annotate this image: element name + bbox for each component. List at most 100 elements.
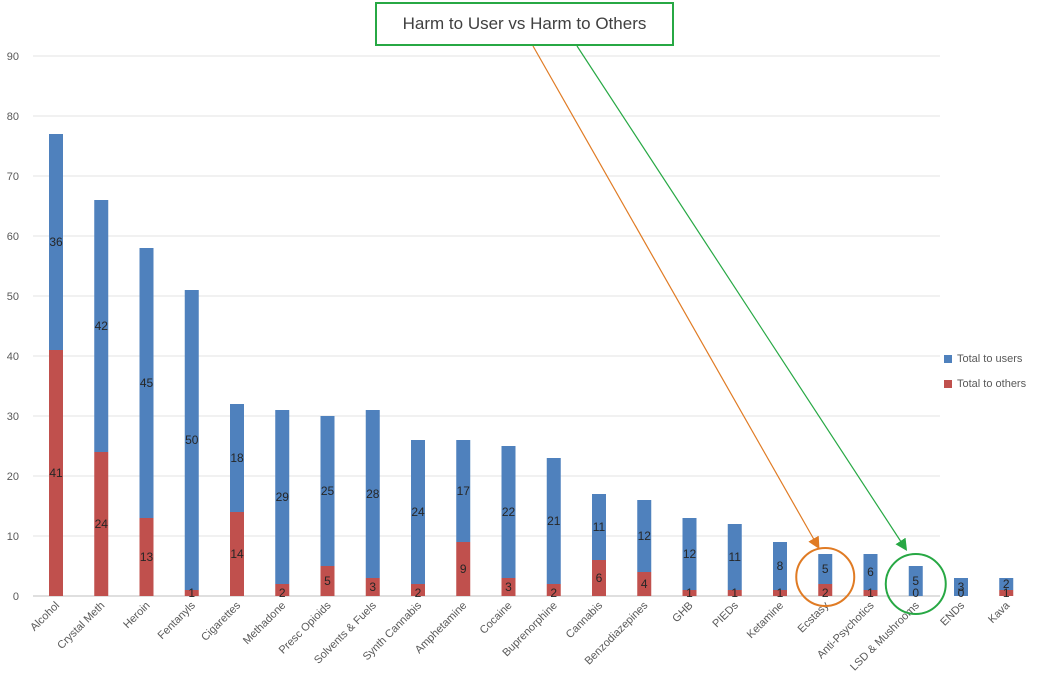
data-label-users: 3 <box>958 580 965 594</box>
data-label-users: 12 <box>683 547 697 561</box>
x-tick-label: ENDs <box>938 599 967 628</box>
data-label-users: 17 <box>457 484 471 498</box>
data-label-others: 13 <box>140 550 154 564</box>
bar-others <box>230 512 244 596</box>
y-tick-label: 20 <box>7 471 19 483</box>
data-label-others: 1 <box>686 586 693 600</box>
bar-others <box>320 566 335 596</box>
bar-others <box>682 590 697 596</box>
bar-others <box>546 584 561 596</box>
data-label-users: 11 <box>593 520 606 534</box>
data-label-others: 2 <box>415 586 422 600</box>
x-tick-label: GHB <box>670 600 695 625</box>
bar-others <box>365 578 380 596</box>
data-label-users: 21 <box>547 514 561 528</box>
annotation-arrow-green <box>576 45 908 552</box>
bar-users <box>275 410 290 584</box>
bar-users <box>592 494 606 560</box>
x-tick-label: Cannabis <box>564 599 606 641</box>
data-label-others: 1 <box>1003 586 1010 600</box>
data-label-users: 28 <box>366 487 380 501</box>
data-label-others: 1 <box>731 586 738 600</box>
data-label-others: 3 <box>505 580 512 594</box>
legend-label-users: Total to users <box>957 352 1023 365</box>
y-tick-label: 70 <box>7 171 19 183</box>
annotation-circle-green <box>884 553 947 615</box>
y-tick-label: 50 <box>7 291 19 303</box>
data-label-users: 24 <box>411 505 425 519</box>
data-label-users: 6 <box>867 565 874 579</box>
data-label-users: 25 <box>321 484 335 498</box>
bar-others <box>49 350 63 596</box>
bar-users <box>727 524 742 590</box>
y-tick-label: 90 <box>7 51 19 63</box>
bar-users <box>818 554 833 584</box>
data-label-users: 42 <box>95 319 109 333</box>
bar-users <box>320 416 335 566</box>
chart-title: Harm to User vs Harm to Others <box>375 2 674 46</box>
x-tick-label: Fentanyls <box>156 599 199 642</box>
legend-label-others: Total to others <box>957 377 1027 390</box>
data-label-others: 14 <box>230 547 244 561</box>
x-tick-label: Alcohol <box>28 600 62 634</box>
bar-users <box>908 566 923 596</box>
data-label-others: 0 <box>912 586 919 600</box>
bar-others <box>999 590 1014 596</box>
legend-item-others: Total to others <box>944 371 1026 396</box>
data-label-users: 5 <box>822 562 829 576</box>
data-label-others: 24 <box>95 517 109 531</box>
legend: Total to users Total to others <box>944 346 1026 396</box>
bar-users <box>863 554 878 590</box>
data-label-others: 2 <box>822 586 829 600</box>
bar-others <box>818 584 833 596</box>
data-label-others: 2 <box>279 586 286 600</box>
bar-users <box>365 410 380 578</box>
x-tick-label: Crystal Meth <box>55 600 107 652</box>
data-label-users: 8 <box>777 559 784 573</box>
legend-swatch-users <box>944 354 952 363</box>
x-tick-label: PIEDs <box>710 599 741 630</box>
y-tick-label: 80 <box>7 111 19 123</box>
bar-users <box>999 578 1014 590</box>
bar-others <box>456 542 471 596</box>
bar-users <box>954 578 968 596</box>
bar-others <box>139 518 154 596</box>
x-tick-label: Ecstasy <box>796 599 832 635</box>
data-label-users: 22 <box>502 505 516 519</box>
data-label-users: 11 <box>729 550 742 564</box>
annotation-arrow-orange <box>532 45 820 550</box>
bar-users <box>773 542 787 590</box>
data-label-users: 18 <box>230 451 244 465</box>
bar-others <box>727 590 742 596</box>
bar-others <box>637 572 652 596</box>
bar-others <box>592 560 606 596</box>
legend-swatch-others <box>944 379 952 388</box>
y-tick-label: 40 <box>7 351 19 363</box>
data-label-users: 12 <box>638 529 652 543</box>
data-label-others: 4 <box>641 577 648 591</box>
bar-users <box>682 518 697 590</box>
data-label-others: 0 <box>958 586 965 600</box>
y-tick-label: 0 <box>13 591 19 603</box>
legend-item-users: Total to users <box>944 346 1026 371</box>
data-label-others: 9 <box>460 562 467 576</box>
bar-users <box>94 200 109 452</box>
data-label-others: 1 <box>777 586 784 600</box>
x-tick-label: Methadone <box>241 600 288 647</box>
bar-users <box>637 500 652 572</box>
data-label-others: 5 <box>324 574 331 588</box>
x-tick-label: Heroin <box>121 600 152 631</box>
bar-users <box>411 440 425 584</box>
bar-users <box>546 458 561 584</box>
data-label-users: 5 <box>912 574 919 588</box>
bar-others <box>411 584 425 596</box>
data-label-others: 6 <box>596 571 603 585</box>
data-label-users: 36 <box>49 235 63 249</box>
bar-users <box>49 134 63 350</box>
bar-others <box>773 590 787 596</box>
annotation-circle-orange <box>795 547 856 607</box>
y-tick-label: 30 <box>7 411 19 423</box>
bar-users <box>184 290 199 590</box>
x-tick-label: Cigarettes <box>199 599 243 643</box>
